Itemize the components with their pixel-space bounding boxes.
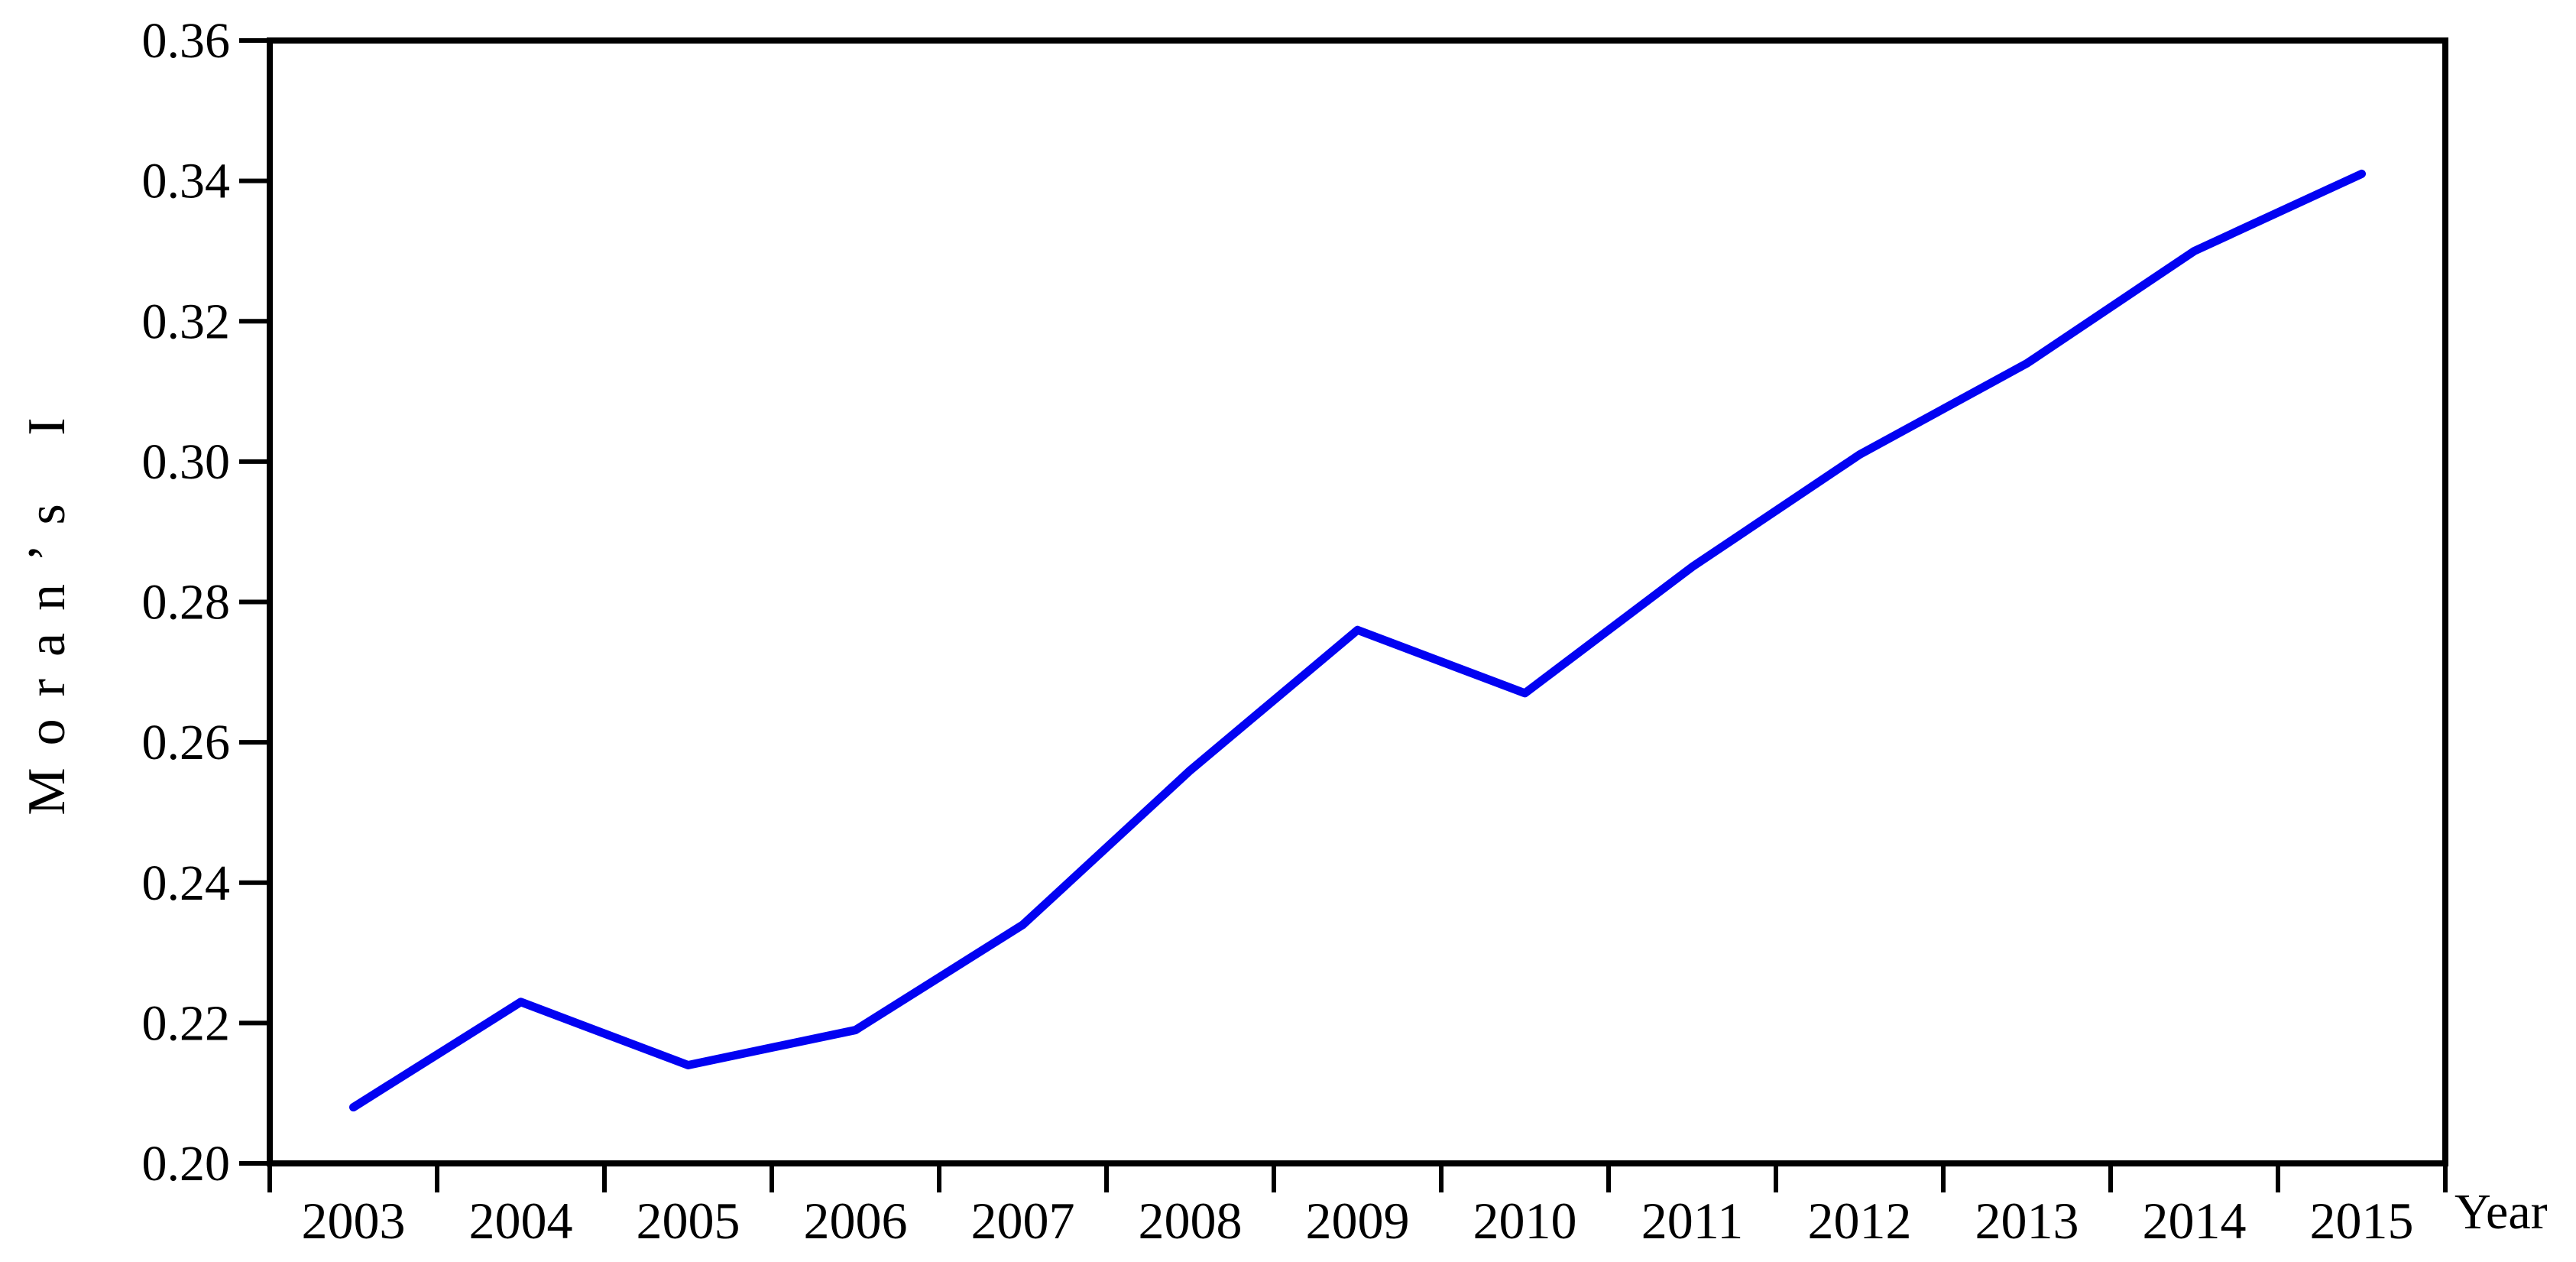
y-tick-label: 0.26	[142, 715, 231, 771]
x-tick-label: 2011	[1641, 1192, 1743, 1250]
y-tick-label: 0.34	[142, 154, 231, 209]
x-tick-label: 2004	[469, 1192, 573, 1250]
x-tick-label: 2013	[1975, 1192, 2079, 1250]
y-axis-title: Moran’s I	[18, 395, 76, 816]
y-tick-label: 0.22	[142, 995, 231, 1051]
x-tick-label: 2008	[1139, 1192, 1243, 1250]
x-tick-label: 2005	[637, 1192, 740, 1250]
y-tick-label: 0.30	[142, 434, 231, 490]
x-axis-ticks	[267, 1163, 2448, 1192]
x-axis-tick-labels: 2003 2004 2005 2006 2007 2008 2009 2010 2011 2012…	[302, 1192, 2414, 1250]
y-axis-tick-labels: 0.20 0.22 0.24 0.26 0.28 0.30 0.32 0.34 0.36	[142, 13, 231, 1192]
x-tick-label: 2007	[971, 1192, 1075, 1250]
x-tick-label: 2009	[1306, 1192, 1410, 1250]
y-tick-label: 0.36	[142, 13, 231, 69]
x-axis-title: Year	[2454, 1184, 2548, 1240]
x-tick-label: 2012	[1808, 1192, 1912, 1250]
y-tick-label: 0.28	[142, 575, 231, 631]
y-tick-label: 0.24	[142, 855, 231, 911]
x-tick-label: 2015	[2310, 1192, 2414, 1250]
morans-i-series-line	[349, 169, 2366, 1112]
plot-frame	[267, 37, 2448, 1166]
y-axis-ticks	[239, 38, 270, 1166]
y-tick-label: 0.32	[142, 294, 231, 349]
x-tick-label: 2006	[804, 1192, 908, 1250]
x-tick-label: 2010	[1473, 1192, 1577, 1250]
x-tick-label: 2014	[2143, 1192, 2247, 1250]
y-tick-label: 0.20	[142, 1136, 231, 1192]
x-tick-label: 2003	[302, 1192, 406, 1250]
